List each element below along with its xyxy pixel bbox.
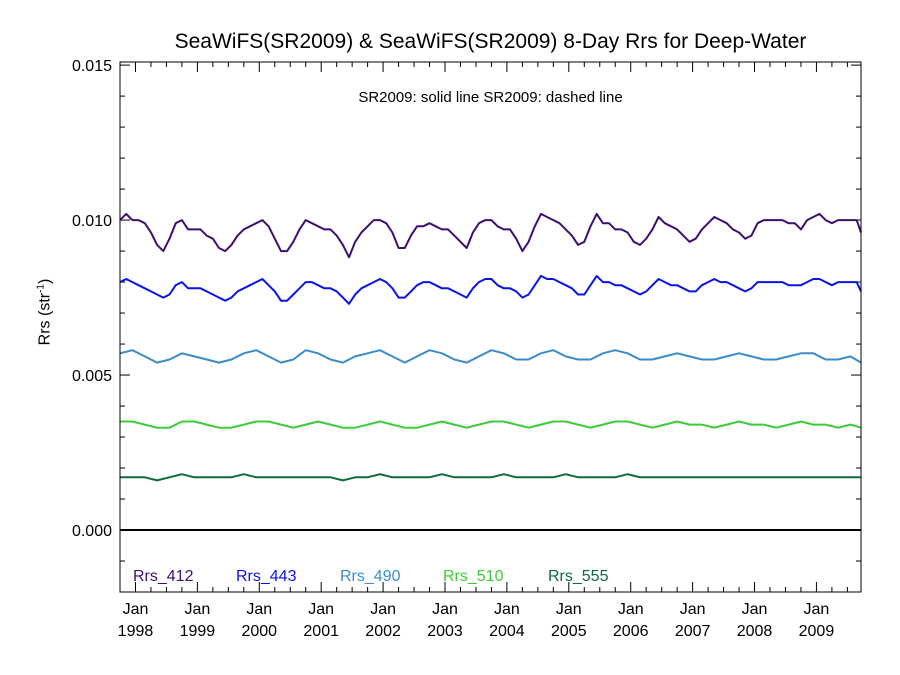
y-tick-label: 0.005 (72, 368, 112, 385)
x-tick-label-month: Jan (742, 601, 768, 618)
legend-entry-rrs-443: Rrs_443 (236, 568, 297, 585)
x-tick-label-year: 2008 (737, 623, 773, 640)
tick-layer: 0.000 0.005 0.010 0.015 Jan 1998 Jan 1999 Jan 200… (72, 58, 861, 640)
x-tick-label-year: 2003 (427, 623, 463, 640)
x-tick-label-month: Jan (804, 601, 830, 618)
series-line-rrs-490 (119, 349, 862, 364)
x-tick-label-month: Jan (370, 601, 396, 618)
x-tick-label-month: Jan (123, 601, 149, 618)
x-tick-label-year: 2007 (675, 623, 711, 640)
x-tick-label-year: 2002 (365, 623, 401, 640)
x-tick-label-year: 2001 (303, 623, 339, 640)
x-tick-label-year: 2006 (613, 623, 649, 640)
x-tick-label-year: 2005 (551, 623, 587, 640)
legend-entry-rrs-490: Rrs_490 (340, 568, 401, 585)
x-tick-label-month: Jan (308, 601, 334, 618)
x-tick-label-year: 1998 (118, 623, 154, 640)
x-tick-label-year: 2004 (489, 623, 525, 640)
x-tick-label-month: Jan (494, 601, 520, 618)
x-tick-label-year: 2009 (799, 623, 835, 640)
y-tick-label: 0.010 (72, 213, 112, 230)
series-line-rrs-555 (120, 473, 861, 482)
x-tick-label-month: Jan (618, 601, 644, 618)
legend-entry-rrs-510: Rrs_510 (443, 568, 504, 585)
x-tick-label-month: Jan (184, 601, 210, 618)
y-tick-label: 0.015 (72, 58, 112, 75)
series-line-rrs-443 (119, 274, 862, 305)
legend-entry-rrs-412: Rrs_412 (133, 568, 194, 585)
series-line-rrs-510 (120, 420, 862, 429)
x-tick-label-month: Jan (556, 601, 582, 618)
x-tick-label-year: 1999 (180, 623, 216, 640)
x-tick-label-month: Jan (680, 601, 706, 618)
y-tick-label: 0.000 (72, 523, 112, 540)
plot-frame (119, 61, 862, 593)
x-tick-label-month: Jan (432, 601, 458, 618)
series-layer (119, 212, 862, 482)
legend-entry-rrs-555: Rrs_555 (548, 568, 609, 585)
chart-title: SeaWiFS(SR2009) & SeaWiFS(SR2009) 8-Day … (174, 30, 807, 53)
line-style-note: SR2009: solid line SR2009: dashed line (358, 89, 623, 106)
series-line-rrs-412 (119, 212, 862, 259)
legend: Rrs_412 Rrs_443 Rrs_490 Rrs_510 Rrs_555 (133, 568, 609, 585)
x-tick-label-year: 2000 (241, 623, 277, 640)
x-tick-label-month: Jan (246, 601, 272, 618)
